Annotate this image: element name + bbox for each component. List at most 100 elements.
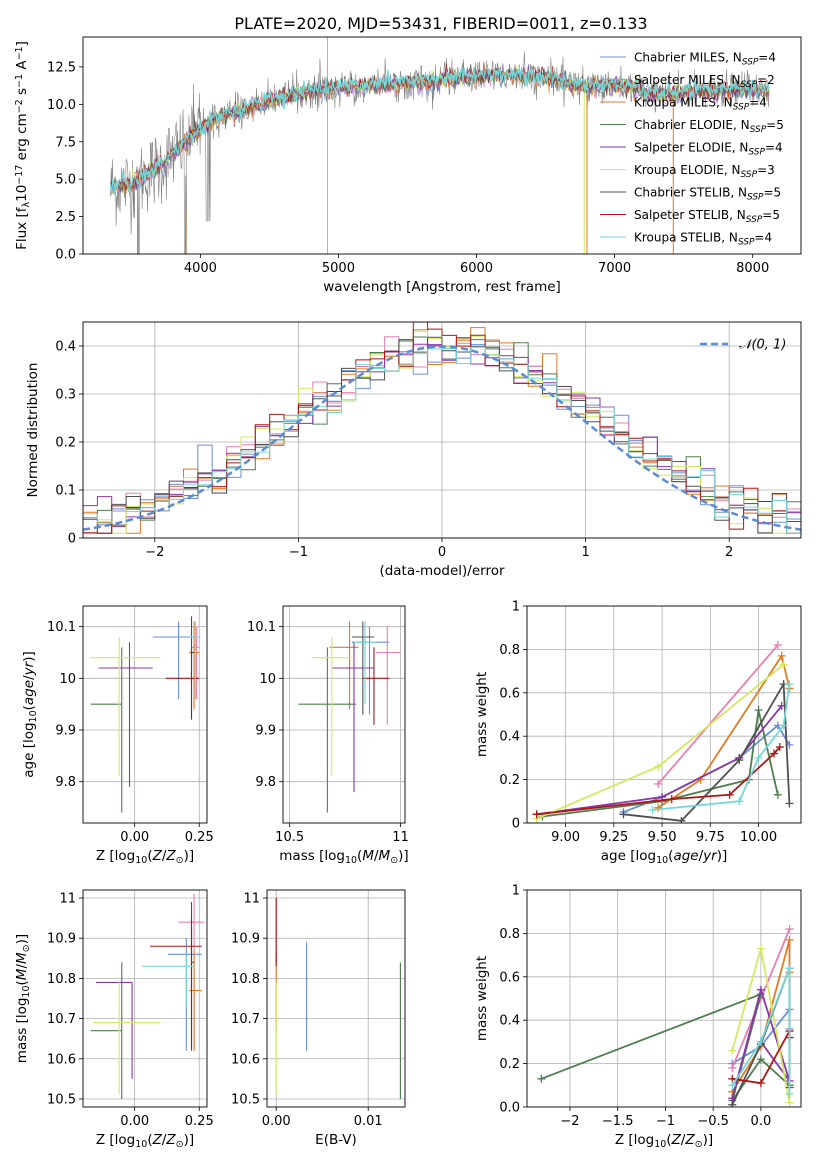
- series-marker: [777, 651, 786, 660]
- series-line-salpeter-elodie: [536, 705, 783, 816]
- label-part: −1: [14, 46, 25, 60]
- series-marker: [735, 756, 744, 765]
- label-part: =4: [765, 141, 783, 155]
- plot-area: [527, 890, 801, 1107]
- label-part: =4: [749, 96, 767, 110]
- label-part: SSP: [750, 125, 767, 135]
- panel-residuals: −2 −1 0 1 2 0 0.1 0.2 0.3 0.4 (data-model)/error No…: [25, 321, 802, 579]
- y-tick-label: 11: [59, 892, 76, 907]
- x-tick-label: 0.25: [185, 830, 214, 845]
- label-part: Z: [671, 1132, 682, 1148]
- y-tick-label: 0.2: [55, 436, 76, 451]
- plot-area: [267, 890, 405, 1107]
- y-tick-label: 10.6: [47, 1052, 76, 1067]
- x-tick-label: 6000: [460, 261, 493, 276]
- y-axis-label: Flux [fλ10−17 erg cm−2 s−1 A−1]: [14, 41, 32, 250]
- y-tick-label: 9.9: [255, 724, 276, 739]
- y-tick-label: 10.7: [47, 1012, 76, 1027]
- y-tick-label: 0.6: [499, 686, 520, 701]
- y-tick-label: 0.0: [499, 1101, 520, 1116]
- label-part: Salpeter STELIB, N: [634, 208, 746, 222]
- series-marker: [725, 790, 734, 799]
- series-marker: [754, 706, 763, 715]
- x-tick-label: 0.00: [120, 830, 149, 845]
- axes-frame: [82, 321, 802, 539]
- y-tick-label: 12.5: [47, 60, 76, 75]
- y-tick-label: 0.4: [55, 340, 76, 355]
- label-part: 10: [28, 710, 39, 722]
- legend-label: Chabrier STELIB, NSSP=5: [634, 186, 781, 203]
- label-part: log: [115, 1132, 136, 1148]
- label-part: (: [357, 848, 362, 864]
- x-tick-label: 7000: [598, 261, 631, 276]
- y-tick-label: 0.4: [499, 730, 520, 745]
- x-tick-label: 8000: [736, 261, 769, 276]
- plot-area: [283, 606, 405, 823]
- label-part: SSP: [738, 238, 755, 248]
- label-part: M: [14, 952, 30, 964]
- label-part: (: [14, 980, 30, 985]
- x-tick-label: 10.00: [740, 830, 777, 845]
- label-part: Chabrier STELIB, N: [634, 186, 747, 200]
- x-tick-label: −1: [656, 1114, 675, 1129]
- x-tick-label: 0: [438, 545, 446, 560]
- y-tick-label: 10.1: [247, 620, 276, 635]
- axes-frame: [82, 889, 208, 1108]
- series-line-kroupa-miles: [657, 653, 791, 809]
- legend-label: Kroupa MILES, NSSP=4: [634, 96, 767, 113]
- y-tick-label: 0.8: [499, 927, 520, 942]
- label-part: M: [362, 848, 374, 864]
- series-marker: [756, 1079, 765, 1088]
- y-tick-label: 11: [243, 892, 260, 907]
- x-tick-label: 9.50: [648, 830, 677, 845]
- label-part: /: [699, 848, 704, 864]
- label-part: −1: [14, 74, 25, 88]
- y-tick-label: 0.0: [55, 248, 76, 263]
- legend-label: Salpeter MILES, NSSP=2: [634, 73, 775, 90]
- y-tick-label: 10.7: [231, 1012, 260, 1027]
- series-line-salpeter-elodie: [731, 986, 791, 1099]
- label-part: )]: [184, 1132, 195, 1148]
- x-tick-label: 0.00: [262, 1114, 291, 1129]
- label-part: SSP: [748, 148, 765, 158]
- series-marker: [756, 985, 765, 994]
- series-line-kroupa-stelib: [731, 967, 791, 1094]
- y-tick-label: 2.5: [55, 210, 76, 225]
- plot-area: [527, 606, 801, 823]
- y-tick-label: 10.9: [47, 932, 76, 947]
- axes-frame: [82, 36, 802, 255]
- series-marker: [773, 790, 782, 799]
- legend-label: Chabrier ELODIE, NSSP=5: [634, 118, 784, 135]
- label-part: (: [668, 848, 673, 864]
- series-marker: [785, 964, 794, 973]
- spectrum-model-salpeter-stelib: [110, 61, 770, 191]
- y-tick-label: 10.5: [231, 1092, 260, 1107]
- label-part: E(B-V): [315, 1132, 357, 1148]
- label-part: =4: [754, 231, 772, 245]
- series-marker: [754, 753, 763, 762]
- histogram-salpeter-stelib: [83, 322, 801, 538]
- spectrum-model-kroupa-stelib: [110, 64, 770, 196]
- x-tick-label: 0.00: [120, 1114, 149, 1129]
- series-marker: [779, 721, 788, 730]
- series-line-salpeter-miles: [657, 644, 779, 785]
- label-part: /: [681, 1132, 686, 1148]
- x-tick-label: 2: [725, 545, 733, 560]
- label-part: log: [324, 848, 345, 864]
- axes-frame: [526, 889, 802, 1108]
- label-part: 10: [21, 985, 32, 997]
- series-marker: [773, 641, 782, 650]
- label-part: /: [374, 848, 379, 864]
- label-part: mass [: [14, 1018, 30, 1063]
- y-tick-label: 10.0: [47, 98, 76, 113]
- axes-frame: [82, 605, 208, 824]
- label-part: /: [21, 675, 37, 680]
- label-part: )]: [21, 651, 37, 662]
- series-marker: [654, 803, 663, 812]
- label-part: )]: [703, 1132, 714, 1148]
- panel-spectrum: 4000 5000 6000 7000 8000 0.0 2.5 5.0 7.5 10.0 12.5…: [14, 36, 802, 295]
- series-marker: [728, 1100, 737, 1107]
- label-part: /: [162, 1132, 167, 1148]
- label-part: Flux [f: [14, 206, 30, 250]
